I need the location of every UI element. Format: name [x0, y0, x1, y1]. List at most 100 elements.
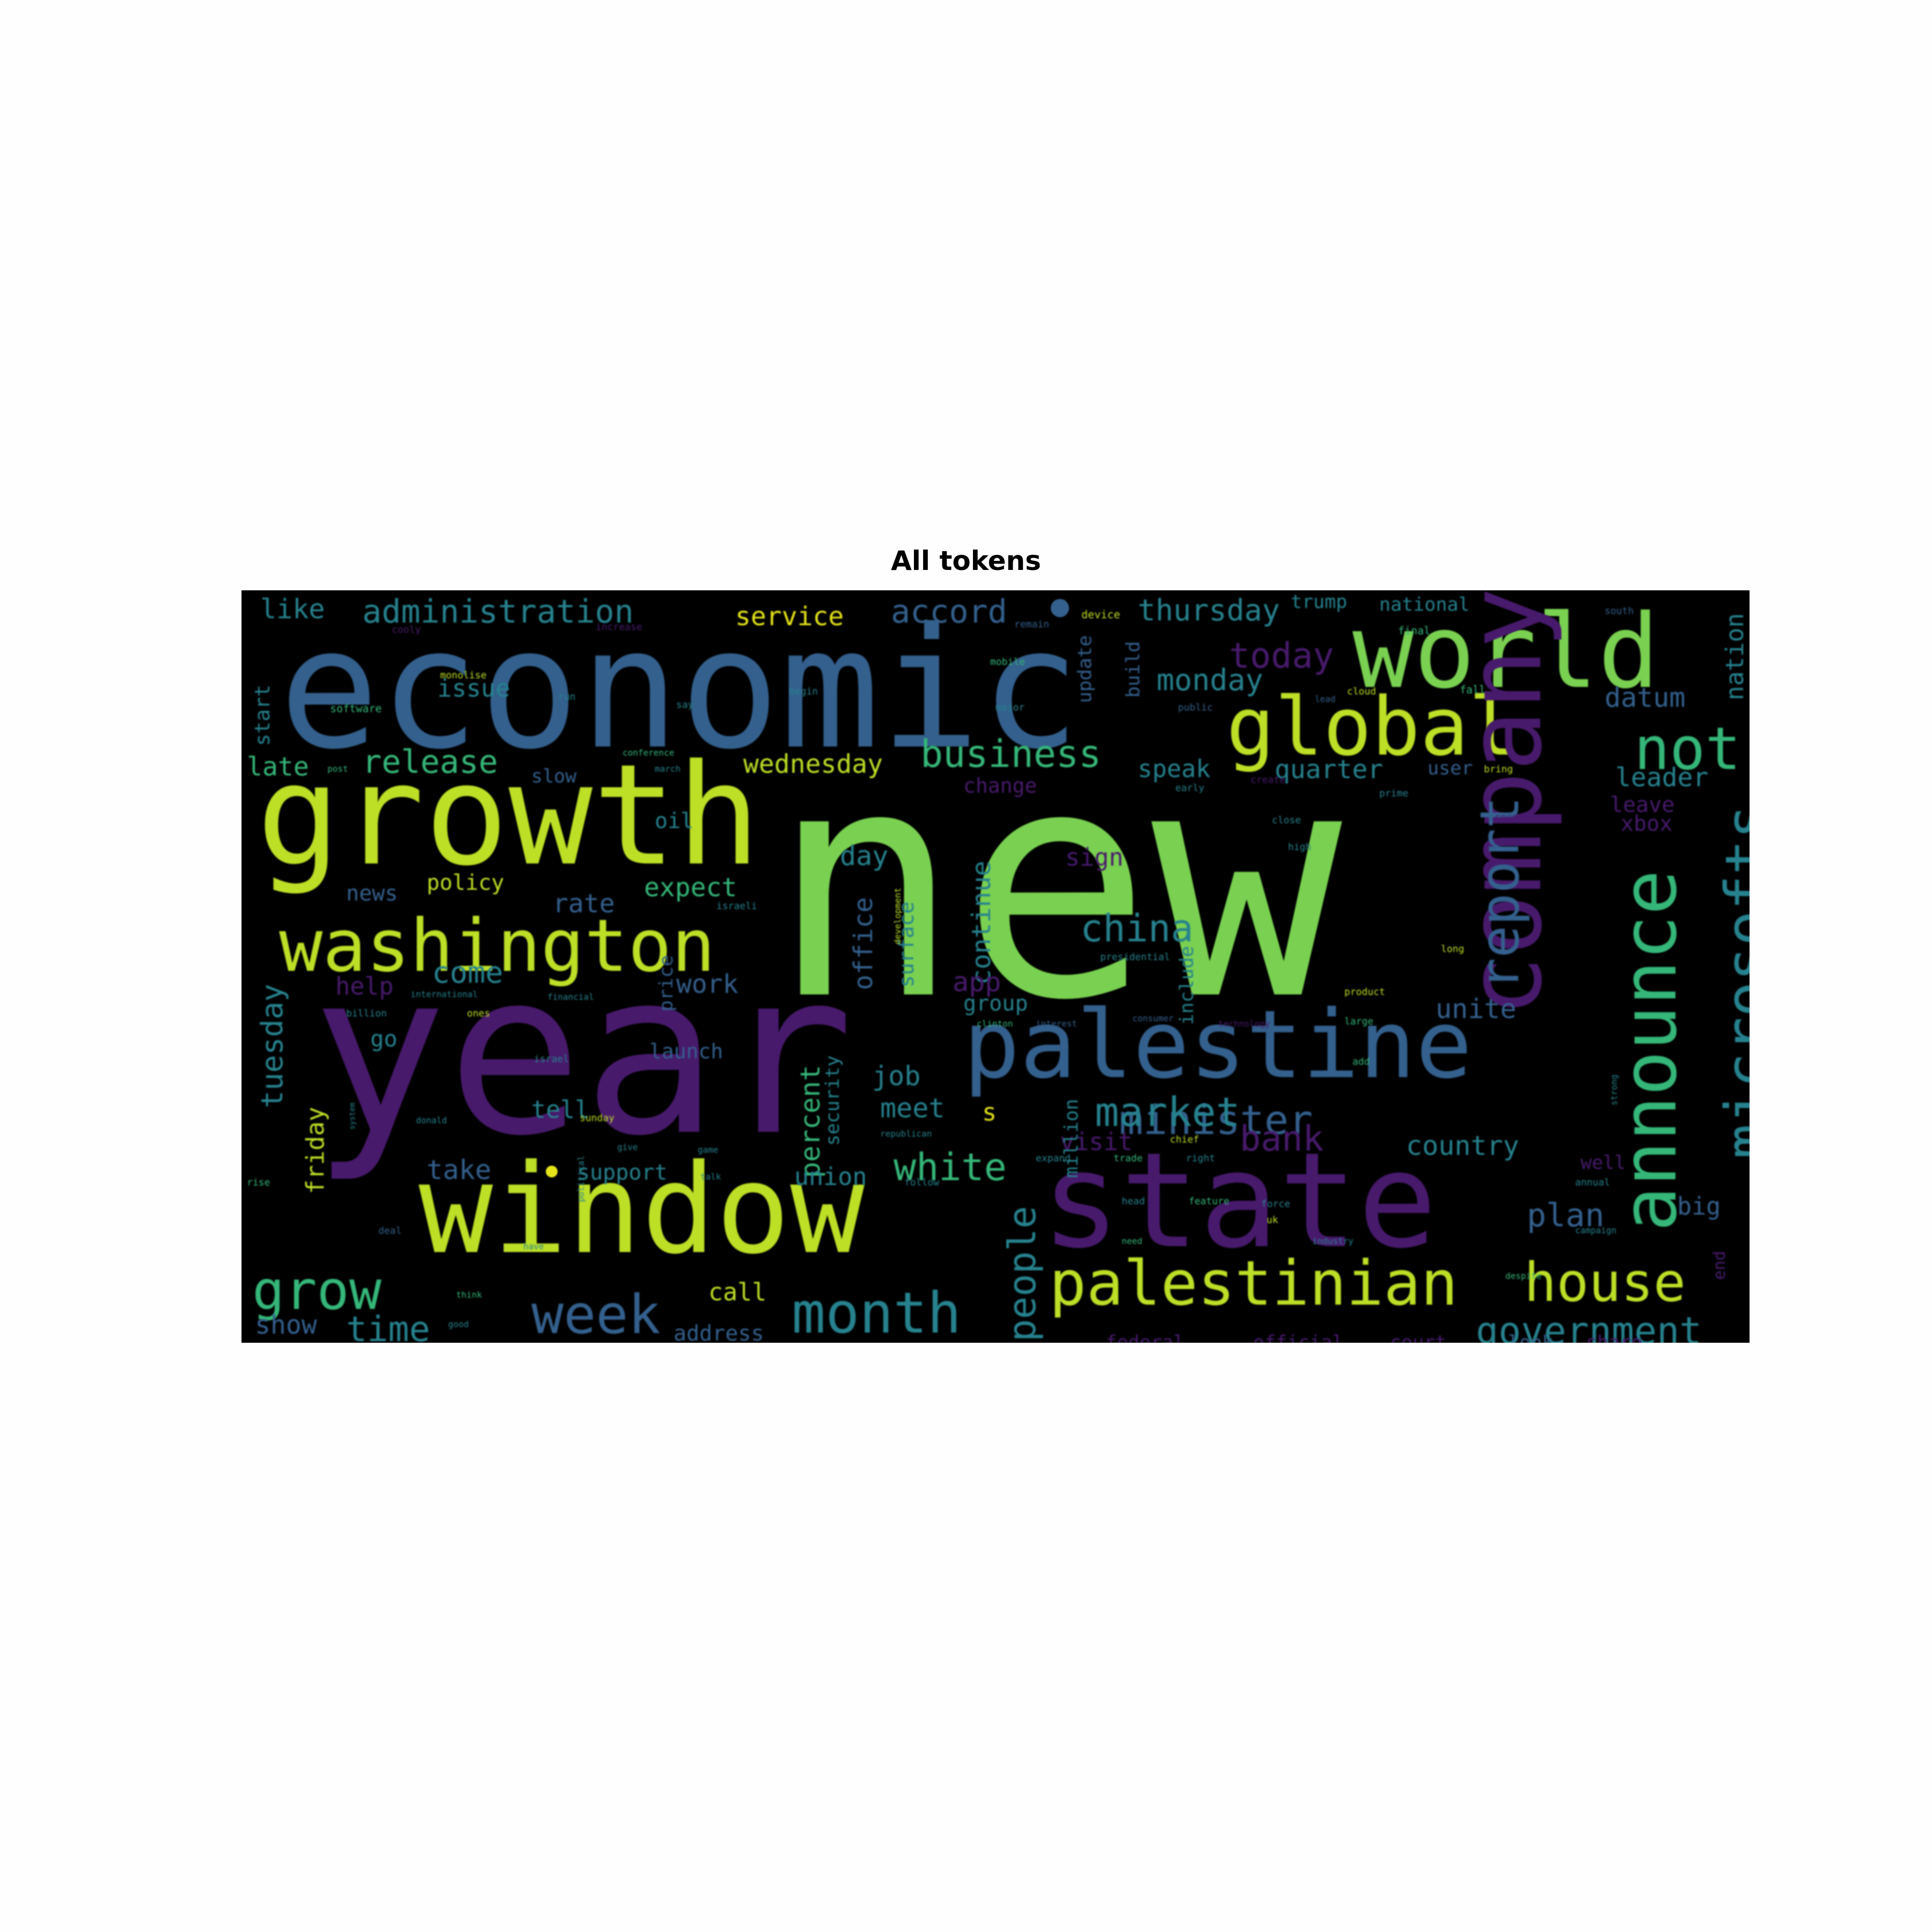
cloud-word: remain: [1014, 619, 1050, 630]
cloud-word: security: [822, 1055, 844, 1146]
cloud-word: device: [1081, 608, 1121, 621]
cloud-word: minister: [1119, 1096, 1313, 1144]
cloud-word: sunday: [580, 1113, 615, 1124]
cloud-word: economic: [279, 592, 1081, 786]
cloud-word: microsofts: [1713, 803, 1750, 1159]
cloud-word: help: [335, 972, 394, 1000]
cloud-word: visit: [1060, 1128, 1133, 1156]
cloud-word: bring: [1484, 764, 1513, 775]
cloud-word: donald: [416, 1115, 447, 1125]
cloud-word: palestinian: [1049, 1248, 1458, 1320]
cloud-word: world: [1352, 592, 1659, 711]
cloud-word: rate: [553, 889, 615, 919]
cloud-word: begin: [789, 686, 818, 697]
cloud-word: force: [1261, 1198, 1291, 1210]
cloud-word: software: [330, 702, 382, 715]
cloud-word: chief: [1170, 1134, 1199, 1145]
cloud-word: cloud: [1347, 686, 1377, 697]
cloud-word: spend: [1495, 812, 1524, 823]
cloud-word: issue: [437, 674, 510, 702]
cloud-word: price: [656, 955, 677, 1012]
cloud-word: group: [963, 991, 1028, 1016]
cloud-word: work: [676, 969, 738, 999]
cloud-word: conference: [623, 748, 675, 758]
cloud-word: have: [523, 1241, 544, 1252]
cloud-word: tell: [531, 1095, 590, 1124]
cloud-word: annual: [1575, 1177, 1611, 1188]
cloud-word: support: [577, 1160, 668, 1185]
cloud-word: federal: [1106, 1332, 1185, 1343]
cloud-word: final: [1398, 624, 1431, 637]
cloud-word: announce: [1606, 869, 1694, 1232]
cloud-word: house: [1524, 1251, 1686, 1314]
cloud-word: show: [255, 1310, 317, 1340]
cloud-word: share: [1586, 1332, 1643, 1343]
cloud-word: israel: [534, 1053, 569, 1065]
cloud-word: not: [1634, 714, 1741, 783]
cloud-word: good: [448, 1319, 469, 1329]
cloud-word: long: [1441, 943, 1465, 955]
cloud-word: business: [920, 732, 1102, 776]
cloud-word: address: [674, 1321, 764, 1343]
cloud-word: create: [1250, 774, 1286, 786]
cloud-word: start: [251, 684, 274, 746]
cloud-word: state: [1041, 1124, 1437, 1277]
cloud-word: talk: [700, 1172, 721, 1182]
cloud-word: high: [1288, 841, 1312, 853]
cloud-word: palestine: [963, 991, 1473, 1100]
cloud-word: trump: [1291, 591, 1348, 613]
cloud-word: end: [1710, 1250, 1729, 1280]
cloud-word: million: [1061, 1099, 1082, 1178]
cloud-word: official: [1253, 1332, 1344, 1343]
cloud-word: look: [1508, 1332, 1554, 1343]
cloud-word: news: [346, 881, 398, 906]
cloud-word: market: [1095, 1088, 1240, 1136]
cloud-word: monday: [1157, 663, 1263, 697]
cloud-word: job: [872, 1060, 921, 1092]
cloud-word: report: [1468, 796, 1531, 990]
cloud-word: nation: [1721, 613, 1749, 700]
cloud-word: quarter: [1275, 755, 1384, 785]
decorative-dot: [1051, 599, 1069, 617]
cloud-word: leader: [1615, 763, 1709, 793]
cloud-word: court: [1390, 1332, 1447, 1343]
cloud-word: rise: [247, 1177, 270, 1188]
cloud-word: head: [1122, 1196, 1145, 1207]
cloud-word: user: [1428, 758, 1473, 779]
cloud-word: like: [260, 594, 325, 625]
cloud-word: update: [1074, 635, 1096, 703]
cloud-word: build: [1123, 641, 1144, 698]
cloud-word: service: [735, 602, 844, 632]
cloud-word: time: [346, 1309, 430, 1343]
cloud-word: unite: [1436, 993, 1517, 1024]
cloud-word: increase: [596, 621, 642, 633]
cloud-word: deal: [378, 1225, 402, 1236]
cloud-word: israeli: [716, 901, 757, 912]
cloud-word: ones: [467, 1008, 491, 1019]
cloud-word: percent: [795, 1065, 826, 1178]
cloud-word: release: [362, 743, 498, 781]
cloud-word: development: [892, 888, 903, 945]
cloud-word: late: [247, 752, 309, 782]
cloud-word: uk: [1267, 1214, 1278, 1226]
cloud-word: speak: [1138, 755, 1211, 783]
cloud-word: large: [1344, 1016, 1374, 1027]
cloud-word: friday: [301, 1107, 330, 1194]
cloud-word: national: [1379, 594, 1470, 616]
cloud-word: need: [1122, 1236, 1143, 1246]
cloud-word: south: [1605, 605, 1634, 617]
cloud-word: union: [794, 1162, 867, 1191]
cloud-word: feature: [1189, 1196, 1230, 1207]
cloud-word: say: [676, 699, 694, 711]
cloud-word: expand: [1036, 1153, 1071, 1164]
cloud-word: xbox: [1621, 811, 1673, 836]
cloud-word: mobile: [990, 656, 1026, 668]
cloud-word: today: [1229, 636, 1334, 676]
cloud-word: meet: [880, 1093, 945, 1124]
cloud-word: wednesday: [743, 749, 883, 779]
cloud-word: window: [419, 1138, 865, 1282]
cloud-word: early: [1175, 782, 1205, 794]
cloud-word: tuesday: [255, 984, 289, 1108]
cloud-word: country: [1406, 1130, 1519, 1161]
cloud-word: people: [1000, 1206, 1044, 1342]
